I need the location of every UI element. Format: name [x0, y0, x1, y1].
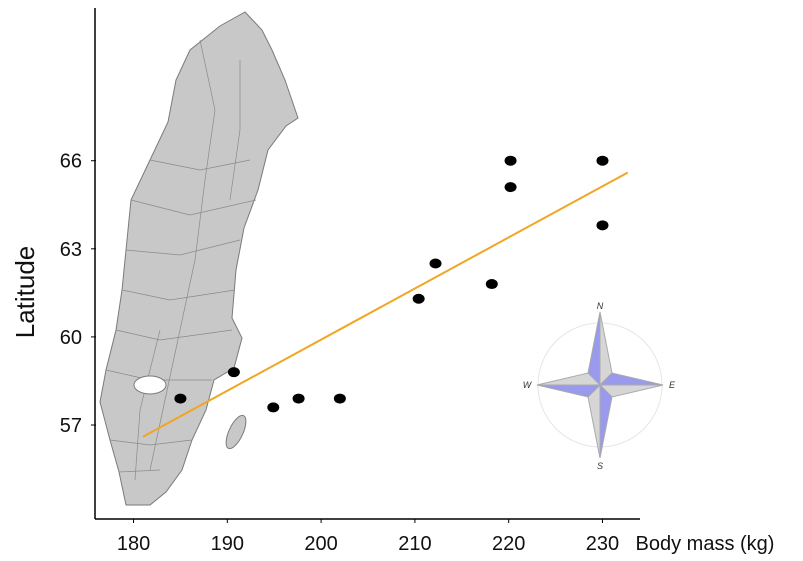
compass-label: N: [597, 301, 604, 311]
compass-arm: [536, 372, 602, 386]
data-point: [596, 155, 609, 166]
data-point: [412, 293, 425, 304]
y-tick-label: 60: [60, 327, 82, 349]
gotland: [225, 414, 247, 450]
data-point: [333, 393, 346, 404]
data-point: [227, 367, 240, 378]
compass-label: E: [669, 380, 676, 390]
map-borders: [105, 39, 257, 481]
data-point: [174, 393, 187, 404]
y-tick-label: 63: [60, 239, 82, 261]
compass-label: S: [597, 461, 603, 471]
y-tick-label: 57: [60, 415, 82, 437]
data-point: [504, 182, 517, 193]
compass-label: W: [523, 380, 533, 390]
data-point: [485, 279, 498, 290]
sweden-map: [99, 11, 299, 506]
x-axis-label: Body mass (kg): [636, 533, 775, 555]
y-tick-label: 66: [60, 151, 82, 173]
data-point: [429, 258, 442, 269]
x-tick-label: 180: [117, 533, 150, 555]
x-tick-label: 230: [586, 533, 619, 555]
x-tick-label: 210: [398, 533, 431, 555]
data-point: [504, 155, 517, 166]
data-point: [596, 220, 609, 231]
x-tick-label: 200: [304, 533, 337, 555]
data-point: [267, 402, 280, 413]
x-tick-label: 190: [211, 533, 244, 555]
y-axis-label: Latitude: [10, 246, 40, 339]
compass-rose: N E S W: [523, 301, 676, 471]
data-point: [292, 393, 305, 404]
x-tick-label: 220: [492, 533, 525, 555]
map-outline: [99, 11, 299, 506]
trend-line: [142, 171, 629, 438]
lake: [133, 375, 167, 395]
